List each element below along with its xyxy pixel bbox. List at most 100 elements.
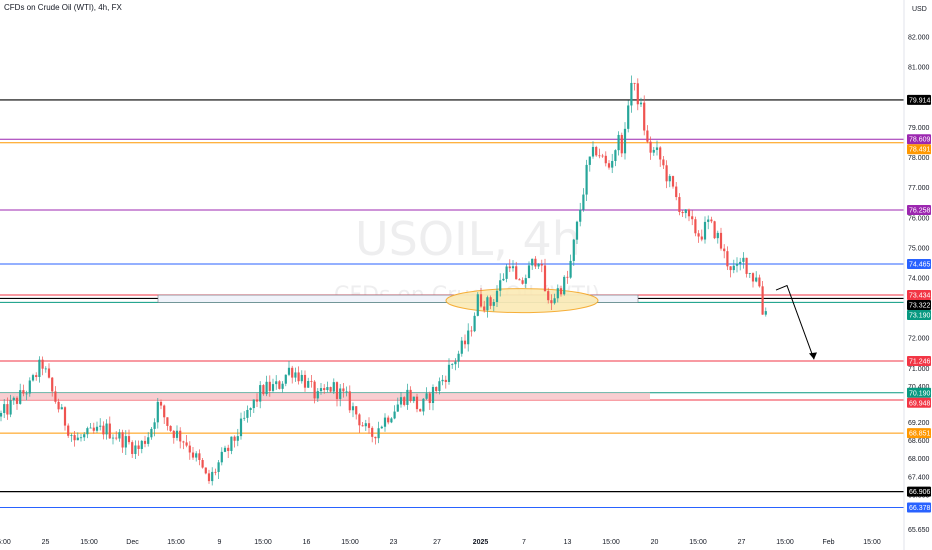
candle-body xyxy=(601,155,604,157)
candle-body xyxy=(595,146,598,156)
candle-body xyxy=(534,258,537,267)
candle-body xyxy=(329,387,332,392)
candle-body xyxy=(271,384,275,391)
candle-body xyxy=(211,471,214,482)
candle-body xyxy=(662,159,665,166)
candle-body xyxy=(473,315,476,332)
candle-body xyxy=(476,294,479,316)
price-badge-label: 73.434 xyxy=(909,293,931,300)
candle-body xyxy=(316,391,319,399)
candle-body xyxy=(105,423,108,435)
candle-body xyxy=(207,473,211,482)
candle-body xyxy=(67,425,70,436)
candle-body xyxy=(275,381,278,385)
candle-body xyxy=(233,436,236,441)
price-badge-label: 66.906 xyxy=(909,489,931,496)
candle-body xyxy=(515,266,518,280)
candle-body xyxy=(339,388,342,399)
candle-body xyxy=(675,186,678,198)
candle-body xyxy=(422,398,425,412)
candle-body xyxy=(118,432,121,439)
candle-body xyxy=(723,248,726,252)
price-tick-label: 69.200 xyxy=(908,420,930,427)
candle-body xyxy=(223,447,227,452)
candle-body xyxy=(198,453,201,460)
candle-body xyxy=(745,257,748,274)
currency-label[interactable]: USD xyxy=(912,6,927,13)
candle-body xyxy=(415,396,419,410)
candle-body xyxy=(665,165,668,182)
candle-body xyxy=(627,105,630,129)
candle-body xyxy=(367,423,371,428)
candle-body xyxy=(460,340,463,354)
candle-body xyxy=(166,417,169,426)
candle-body xyxy=(41,359,44,369)
candle-body xyxy=(15,397,19,404)
candle-body xyxy=(710,219,713,222)
price-badges: 79.914 78.609 78.491 76.258 74.465 73.434 73.3… xyxy=(907,94,931,513)
candle-body xyxy=(540,264,543,266)
price-badge-label: 79.914 xyxy=(909,97,931,104)
time-tick-label: 15:00 xyxy=(776,539,794,546)
price-tick-label: 68.600 xyxy=(908,438,930,445)
candle-body xyxy=(751,273,755,282)
price-badge-label: 71.246 xyxy=(909,358,931,365)
candle-body xyxy=(713,221,716,239)
candle-body xyxy=(502,278,505,281)
candle-body xyxy=(236,436,239,441)
candle-body xyxy=(591,146,595,157)
candle-body xyxy=(639,102,643,105)
projection-arrow-line xyxy=(775,284,815,360)
candle-body xyxy=(451,364,454,366)
time-tick-label: 7 xyxy=(522,539,526,546)
candle-body xyxy=(259,385,262,402)
candle-body xyxy=(684,209,687,214)
candle-body xyxy=(134,445,137,454)
candle-body xyxy=(143,440,147,444)
candle-body xyxy=(358,414,361,426)
candle-body xyxy=(28,380,31,394)
candle-body xyxy=(406,389,409,405)
candle-body xyxy=(412,396,415,402)
candle-body xyxy=(214,471,217,473)
price-badge xyxy=(907,259,931,270)
candle-body xyxy=(431,387,435,404)
time-tick-label: 15:00 xyxy=(602,539,620,546)
candle-body xyxy=(380,426,383,429)
candle-body xyxy=(691,216,694,220)
candle-body xyxy=(35,375,38,377)
price-tick-label: 67.400 xyxy=(908,474,930,481)
candle-body xyxy=(511,266,515,269)
price-tick-label: 79.000 xyxy=(908,125,930,132)
candle-body xyxy=(291,367,294,378)
price-badge xyxy=(907,300,931,311)
price-tick-label: 70.400 xyxy=(908,384,930,391)
candle-body xyxy=(313,381,316,399)
candle-body xyxy=(617,134,620,151)
candle-body xyxy=(262,385,265,395)
candle-body xyxy=(175,430,179,438)
candle-body xyxy=(646,130,649,142)
candle-body xyxy=(115,437,118,439)
candle-body xyxy=(3,404,6,413)
candle-body xyxy=(201,459,204,468)
candle-body xyxy=(742,257,745,262)
price-badge xyxy=(907,310,931,321)
candle-body xyxy=(393,411,396,419)
candle-body xyxy=(556,288,559,299)
candle-body xyxy=(172,430,175,438)
candle-body xyxy=(585,164,588,195)
candle-body xyxy=(230,436,233,451)
candle-body xyxy=(726,251,729,267)
price-badge xyxy=(907,94,931,105)
time-tick-label: 13 xyxy=(564,539,572,546)
candle-body xyxy=(179,430,182,442)
candle-body xyxy=(467,330,470,345)
candle-body xyxy=(681,212,684,214)
candle-body xyxy=(73,435,76,441)
candle-body xyxy=(60,407,63,410)
candle-body xyxy=(111,437,115,439)
price-tick-label: 71.000 xyxy=(908,366,930,373)
candle-body xyxy=(383,417,387,427)
